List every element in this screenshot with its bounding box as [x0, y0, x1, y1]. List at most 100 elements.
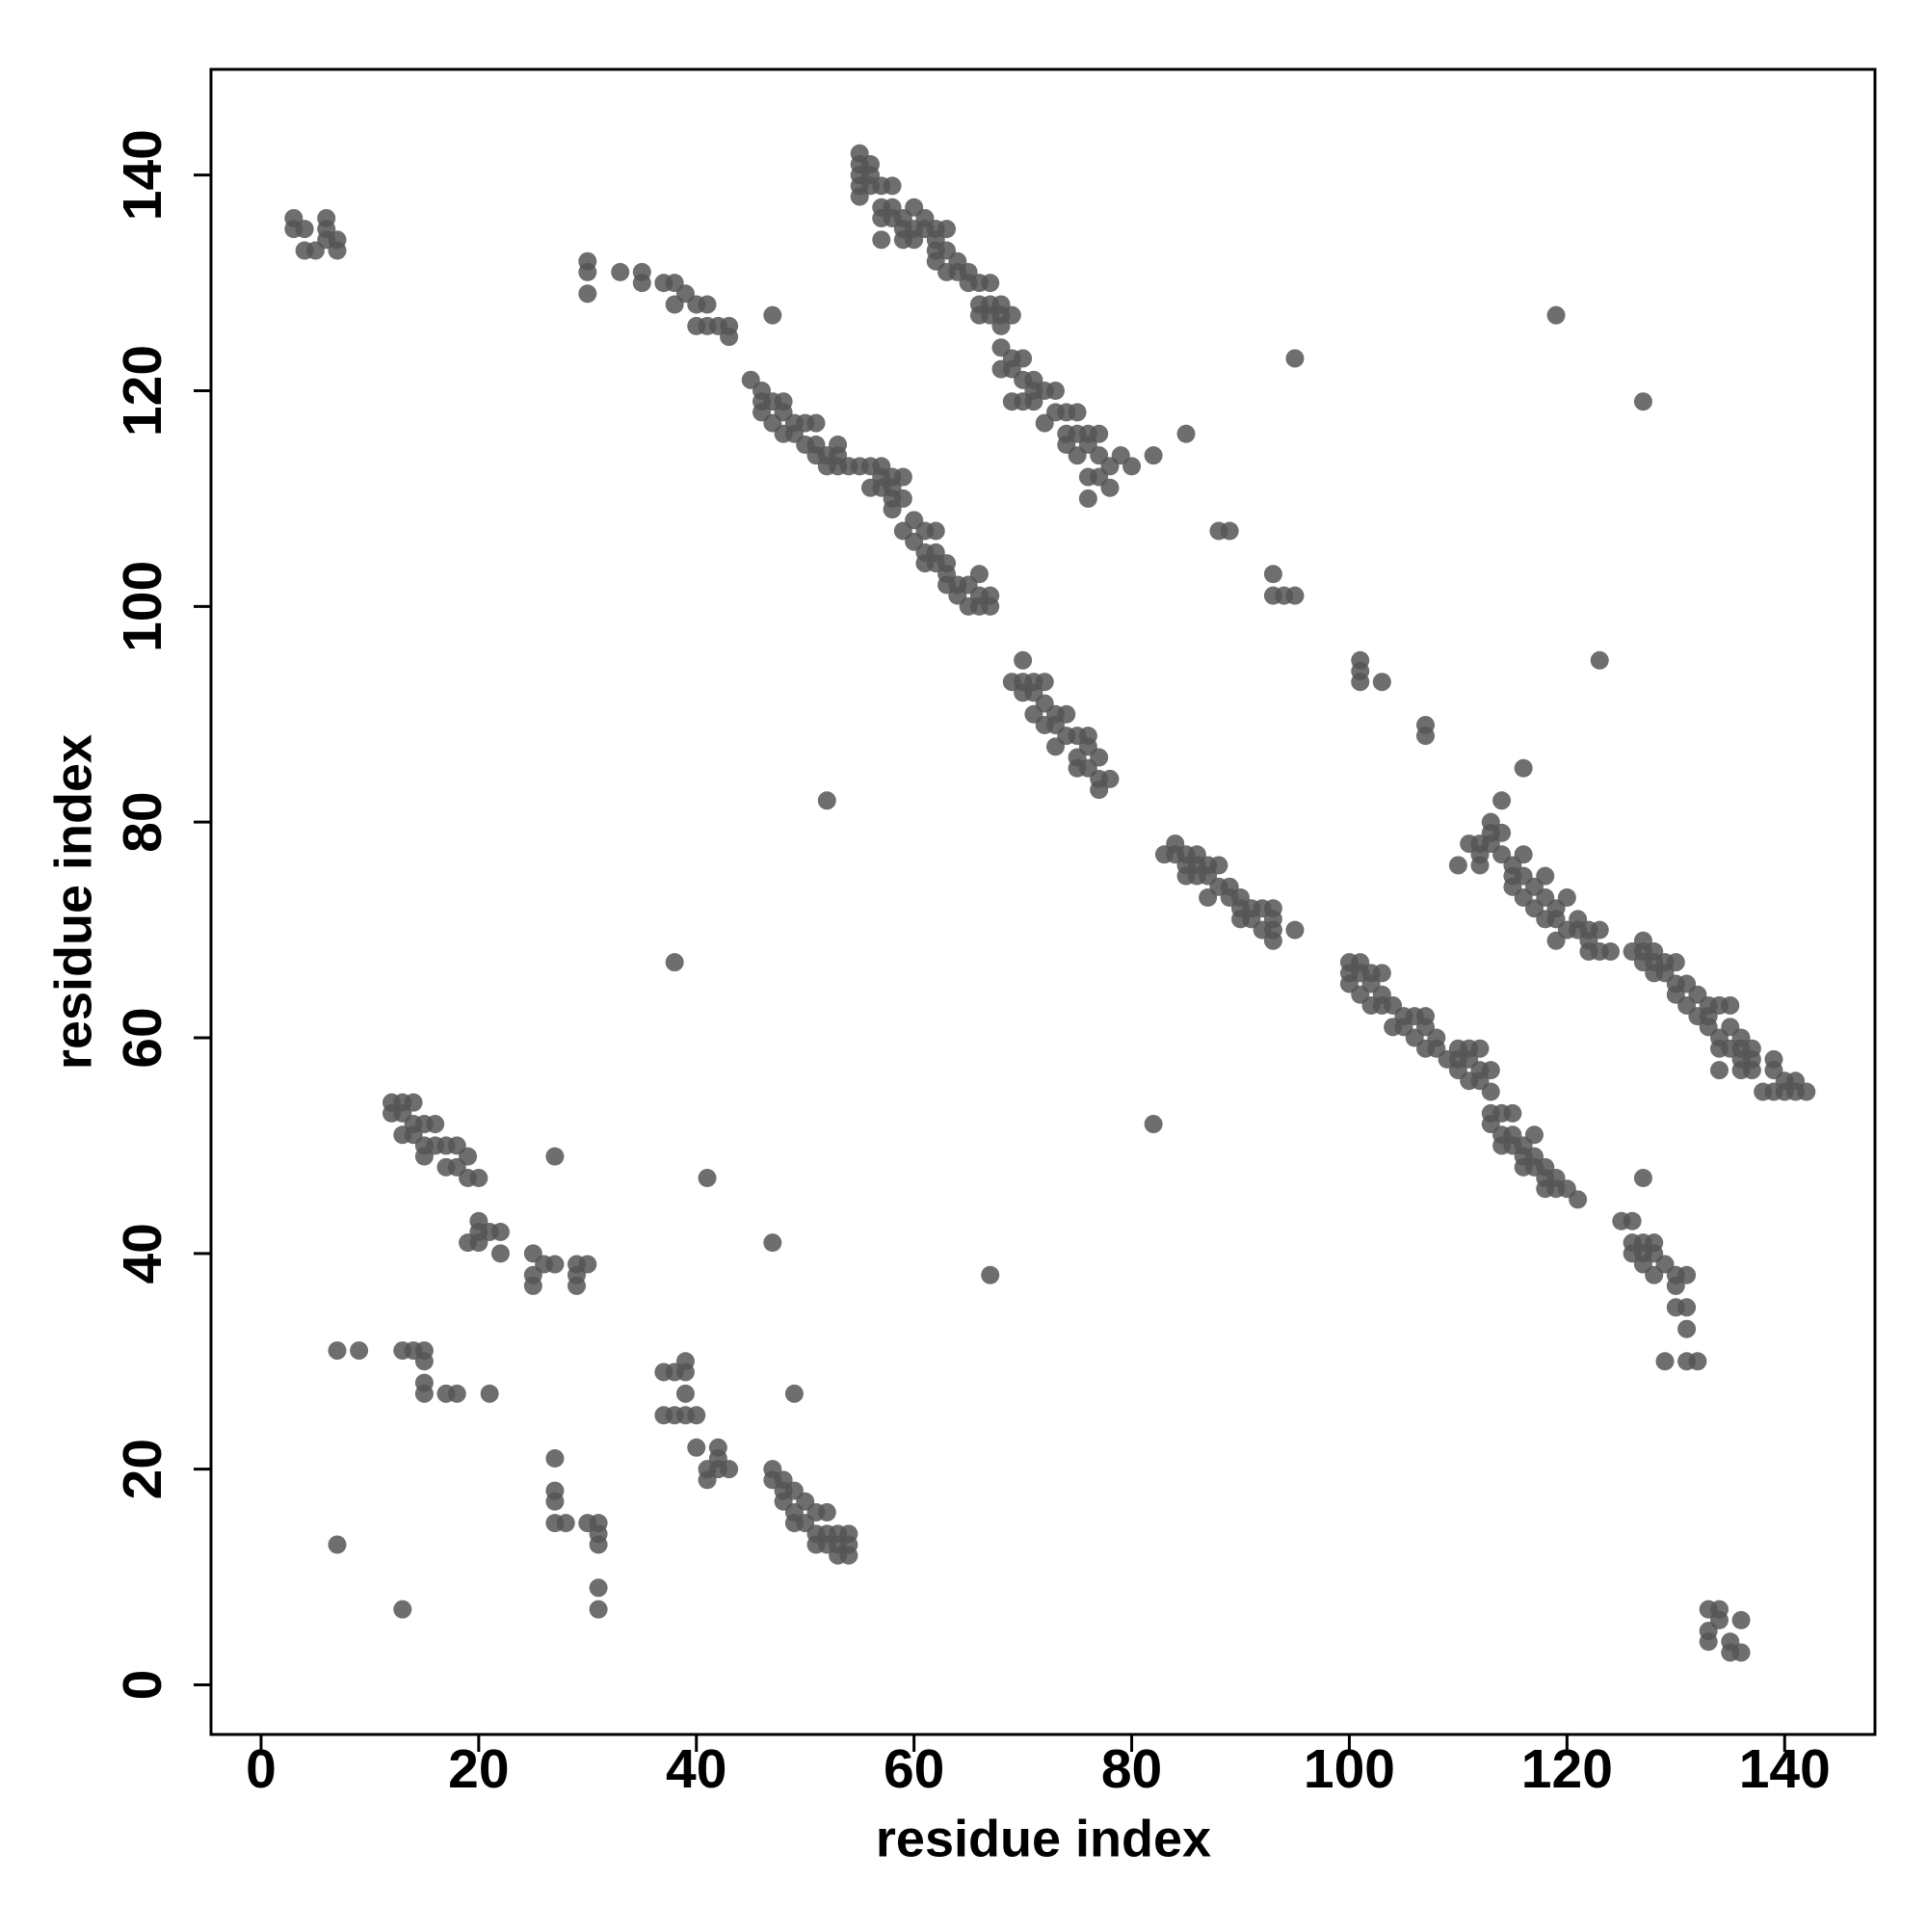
point: [1731, 1643, 1751, 1662]
point: [763, 305, 782, 325]
y-tick-label: 80: [112, 791, 173, 852]
point: [698, 1169, 717, 1188]
point: [490, 1244, 510, 1263]
point: [1002, 305, 1021, 325]
point: [328, 1341, 347, 1361]
x-axis-title: residue index: [876, 1810, 1211, 1867]
point: [1514, 758, 1533, 778]
point: [720, 1460, 739, 1479]
point: [1524, 1125, 1544, 1145]
point: [1688, 1352, 1707, 1371]
point: [1209, 856, 1228, 875]
point: [1470, 856, 1490, 875]
point: [1448, 856, 1467, 875]
x-tick-label: 20: [448, 1738, 509, 1800]
point: [1590, 650, 1609, 670]
point: [1035, 673, 1054, 692]
point: [981, 1265, 1000, 1284]
point: [763, 1233, 782, 1253]
point: [926, 521, 945, 541]
point: [1666, 953, 1685, 972]
point: [687, 1438, 706, 1457]
point: [1057, 704, 1076, 724]
point: [1014, 650, 1033, 670]
point: [1709, 1061, 1729, 1080]
point: [1503, 1103, 1522, 1123]
point: [447, 1384, 466, 1403]
point: [1100, 769, 1120, 788]
point: [328, 1535, 347, 1554]
y-tick-label: 0: [112, 1670, 173, 1701]
point: [404, 1093, 423, 1112]
point: [459, 1147, 478, 1166]
point: [1285, 920, 1305, 940]
point: [589, 1600, 608, 1619]
point: [1416, 727, 1436, 746]
point: [1590, 920, 1609, 940]
point: [784, 1384, 804, 1403]
point: [1372, 964, 1391, 983]
point: [1045, 382, 1065, 401]
point: [817, 1502, 836, 1522]
point: [578, 1255, 597, 1274]
point: [1285, 349, 1305, 368]
point: [490, 1222, 510, 1241]
point: [350, 1341, 369, 1361]
x-tick-label: 0: [246, 1738, 277, 1800]
point: [1481, 1061, 1500, 1080]
point: [1263, 931, 1282, 950]
point: [1144, 1115, 1163, 1134]
point: [1699, 1632, 1718, 1652]
point: [469, 1169, 488, 1188]
point: [611, 262, 630, 281]
point: [1633, 392, 1652, 411]
x-tick-label: 40: [666, 1738, 726, 1800]
point: [817, 791, 836, 810]
point: [883, 176, 902, 196]
y-tick-label: 20: [112, 1439, 173, 1499]
x-tick-label: 60: [884, 1738, 944, 1800]
point: [1481, 1082, 1500, 1101]
plot-frame: [209, 67, 1877, 1736]
point: [317, 230, 336, 250]
point: [1742, 1061, 1761, 1080]
point: [295, 220, 314, 239]
y-tick-label: 100: [112, 561, 173, 652]
point: [545, 1492, 565, 1511]
point: [1514, 845, 1533, 864]
point: [806, 413, 826, 433]
point: [414, 1352, 434, 1371]
point: [1220, 521, 1239, 541]
point: [393, 1600, 412, 1619]
point: [1351, 673, 1370, 692]
point: [414, 1384, 434, 1403]
point: [480, 1384, 499, 1403]
point: [665, 953, 684, 972]
point: [981, 596, 1000, 616]
x-tick-label: 140: [1739, 1738, 1831, 1800]
point: [675, 1384, 695, 1403]
point: [1721, 995, 1740, 1015]
point: [1633, 1169, 1652, 1188]
y-tick-label: 40: [112, 1223, 173, 1284]
point: [589, 1578, 608, 1598]
point: [893, 489, 912, 508]
x-tick-label: 120: [1521, 1738, 1613, 1800]
point: [1090, 748, 1109, 767]
point: [1655, 1352, 1675, 1371]
point: [839, 1546, 858, 1565]
point: [969, 565, 989, 584]
y-axis-title: residue index: [44, 734, 102, 1070]
point: [1569, 1190, 1588, 1209]
point: [1014, 349, 1033, 368]
point: [545, 1255, 565, 1274]
point: [556, 1514, 575, 1533]
y-tick-label: 120: [112, 345, 173, 437]
point: [1078, 489, 1097, 508]
point: [698, 295, 717, 314]
point: [545, 1147, 565, 1166]
point: [720, 328, 739, 347]
point: [589, 1535, 608, 1554]
point: [568, 1276, 587, 1295]
